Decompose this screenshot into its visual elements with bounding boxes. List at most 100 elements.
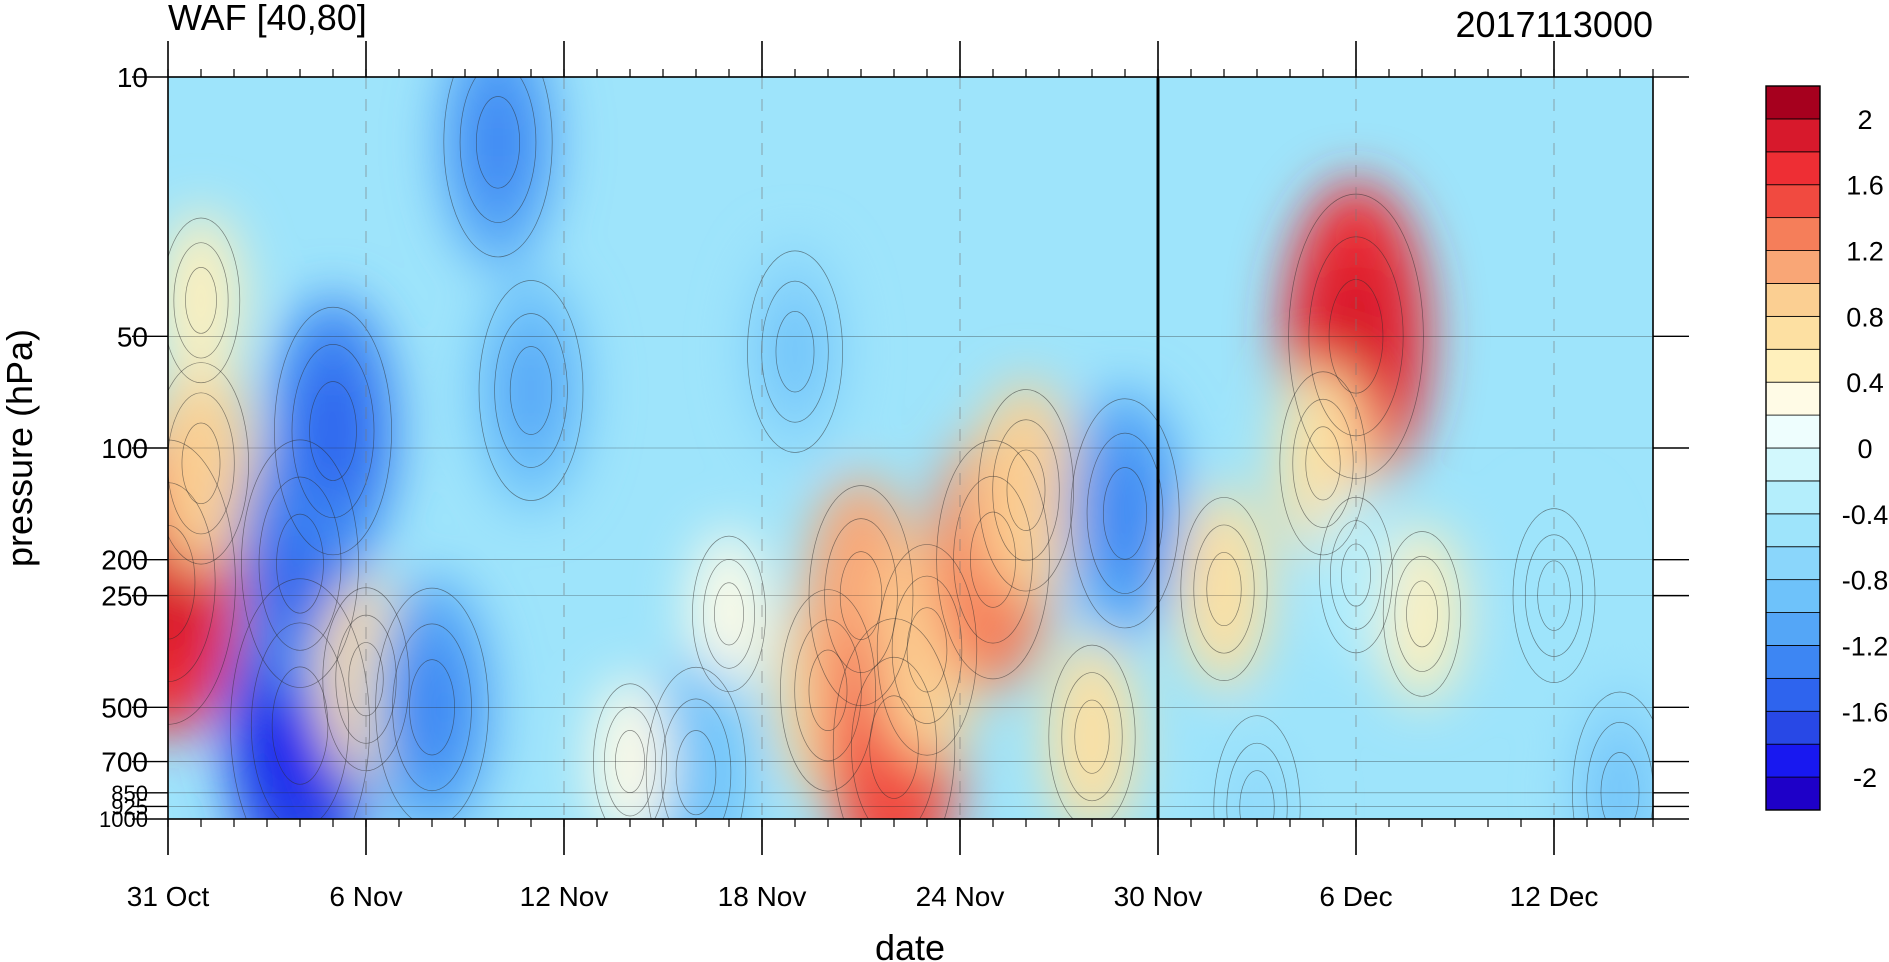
field-feature-core <box>1066 681 1118 792</box>
colorbar-swatch <box>1765 710 1821 745</box>
isoline <box>1006 449 1046 531</box>
x-tick-label: 6 Dec <box>1319 881 1392 912</box>
isoline <box>675 730 717 816</box>
y-tick-label: 500 <box>101 692 148 723</box>
colorbar-swatch <box>1765 480 1821 515</box>
colorbar-swatch <box>1765 776 1821 811</box>
isoline <box>181 422 221 505</box>
isoline <box>851 656 937 819</box>
colorbar-swatch <box>1765 546 1821 581</box>
field-feature-core <box>766 291 824 413</box>
chart-subtitle: 2017113000 <box>1455 4 1653 45</box>
x-tick-label: 30 Nov <box>1114 881 1203 912</box>
isoline <box>168 482 216 683</box>
field-feature-core <box>172 402 230 524</box>
colorbar-swatch <box>1765 677 1821 712</box>
x-tick-label: 24 Nov <box>916 881 1005 912</box>
colorbar-label: -0.8 <box>1842 566 1889 596</box>
isoline <box>291 344 375 519</box>
isoline <box>692 535 766 693</box>
isoline <box>168 217 241 384</box>
x-gridlines <box>365 77 1555 819</box>
isoline <box>906 607 948 693</box>
colorbar-swatch <box>1765 217 1821 251</box>
field-feature-core <box>1092 444 1158 583</box>
isoline <box>832 618 956 819</box>
y-tick-label: 100 <box>101 433 148 464</box>
colorbar-swatch <box>1765 381 1821 416</box>
field-feature-core <box>1198 534 1250 645</box>
isoline <box>869 695 919 799</box>
x-axis-label: date <box>875 927 945 962</box>
field-feature-core <box>298 356 368 506</box>
isoline <box>992 419 1060 562</box>
isoline <box>1305 426 1341 501</box>
isoline <box>1406 580 1438 648</box>
isoline <box>271 666 329 785</box>
isoline <box>780 589 876 792</box>
colorbar-swatch <box>1765 414 1821 449</box>
field-feature-core <box>1297 408 1349 519</box>
colorbar-label: 2 <box>1857 105 1872 135</box>
colorbar-label: 0 <box>1857 434 1872 464</box>
isoline <box>459 77 537 223</box>
isoline <box>876 544 978 756</box>
isoline <box>1061 672 1123 802</box>
isoline <box>230 578 370 819</box>
isoline <box>1292 398 1354 528</box>
isoline <box>1070 398 1180 629</box>
field-feature-core <box>1334 528 1378 622</box>
field-feature-core <box>1231 752 1283 819</box>
x-tick-label: 18 Nov <box>718 881 807 912</box>
colorbar-swatch <box>1765 151 1821 186</box>
isoline <box>276 513 324 614</box>
colorbar-swatch <box>1765 184 1821 219</box>
isoline <box>258 476 342 651</box>
colorbar-label: -1.6 <box>1842 697 1889 727</box>
colorbar-label: -1.2 <box>1842 631 1889 661</box>
isoline <box>1102 467 1148 560</box>
colorbar-swatch <box>1765 250 1821 284</box>
isoline <box>168 439 236 725</box>
isoline <box>747 250 843 453</box>
isoline <box>309 381 357 481</box>
y-tick-label: 10 <box>117 62 148 93</box>
isoline <box>775 311 815 393</box>
isoline <box>475 96 521 189</box>
isoline <box>1382 531 1462 697</box>
field-features <box>168 77 1653 819</box>
isoline <box>1086 432 1164 594</box>
y-tick-label: 850 <box>111 781 148 806</box>
colorbar-swatch <box>1765 348 1821 383</box>
isoline <box>509 346 553 435</box>
isoline <box>645 666 747 819</box>
isoline <box>808 649 848 732</box>
x-tick-label: 6 Nov <box>329 881 402 912</box>
field-feature-core <box>666 709 726 819</box>
colorbar-swatch <box>1765 513 1821 548</box>
isoline <box>978 389 1074 592</box>
isolines <box>168 77 1653 819</box>
y-tick-label: 700 <box>101 747 148 778</box>
isoline <box>250 622 350 819</box>
field-feature-core <box>1591 732 1649 819</box>
colorbar-frame <box>1765 85 1821 811</box>
isoline <box>494 313 568 468</box>
isoline <box>1180 497 1268 682</box>
y-tick-label: 50 <box>117 321 148 352</box>
isoline <box>660 698 732 819</box>
colorbar-label: 0.8 <box>1846 302 1884 332</box>
isoline <box>1048 644 1136 819</box>
isoline <box>478 280 584 501</box>
field-feature-core <box>500 324 562 457</box>
y-tick-label: 925 <box>111 794 148 819</box>
isoline <box>241 439 359 688</box>
isoline <box>1213 715 1301 819</box>
colorbar-swatch <box>1765 118 1821 153</box>
isoline <box>185 267 217 334</box>
isoline <box>1279 371 1367 556</box>
colorbar-swatch <box>1765 85 1821 120</box>
isoline <box>891 575 963 724</box>
